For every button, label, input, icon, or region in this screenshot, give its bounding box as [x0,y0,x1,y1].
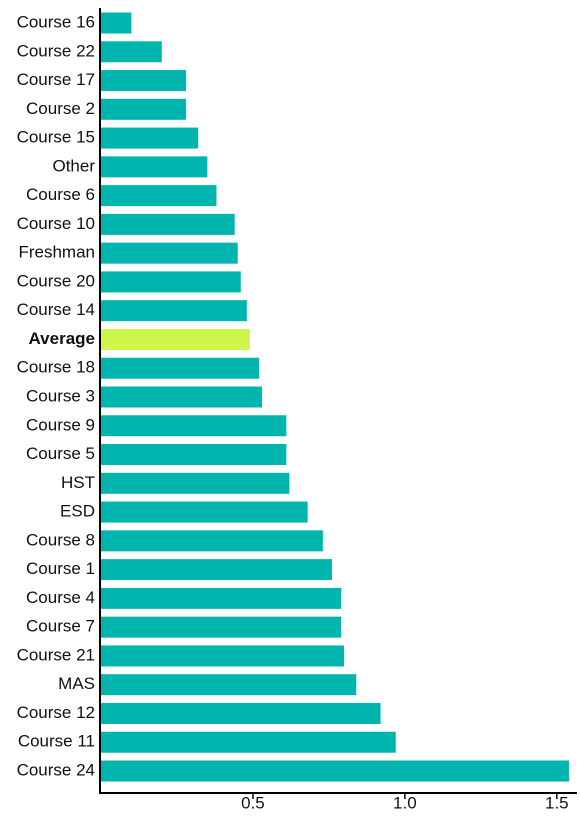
bar [101,185,217,207]
y-tick-label: Freshman [18,243,95,262]
bar [101,674,357,696]
y-tick-label: Course 1 [26,559,95,578]
bar [101,645,345,667]
y-tick-label: Course 20 [17,271,95,290]
y-tick-label: Course 15 [17,128,95,147]
x-tick-label: 1.0 [393,793,417,812]
y-tick-label: Course 8 [26,530,95,549]
bar [101,127,199,149]
bar [101,616,342,638]
bar [101,41,162,63]
bar [101,559,332,581]
bar [101,271,241,293]
x-tick-label: 0.5 [241,793,265,812]
y-tick-label: Course 10 [17,214,95,233]
y-tick-label: Course 14 [17,300,95,319]
y-tick-label: MAS [58,674,95,693]
bar [101,156,208,178]
bar [101,386,263,408]
y-tick-label: Course 6 [26,185,95,204]
y-tick-label: ESD [60,502,95,521]
y-tick-label: HST [61,473,95,492]
bar [101,70,187,92]
bar [101,357,260,379]
y-tick-label: Course 22 [17,41,95,60]
y-tick-label: Course 16 [17,12,95,31]
y-tick-label: Average [29,329,95,348]
x-tick-label: 1.5 [545,793,569,812]
y-tick-label: Course 18 [17,358,95,377]
bar [101,444,287,466]
bar [101,12,132,34]
y-tick-label: Other [52,156,95,175]
y-tick-label: Course 5 [26,444,95,463]
y-tick-label: Course 4 [26,588,95,607]
bar [101,300,247,322]
y-tick-label: Course 7 [26,617,95,636]
bar [101,501,308,523]
y-tick-label: Course 24 [17,760,95,779]
bar [101,587,342,609]
bar [101,530,323,552]
bar [101,731,396,753]
y-tick-label: Course 17 [17,70,95,89]
y-tick-label: Course 3 [26,386,95,405]
bar [101,472,290,494]
bar [101,760,569,782]
y-tick-label: Course 11 [18,732,95,751]
bar [101,702,381,724]
y-tick-label: Course 9 [26,415,95,434]
bar [101,213,235,235]
y-tick-label: Course 2 [26,99,95,118]
bar [101,415,287,437]
bar [101,328,250,350]
bar [101,98,187,120]
bar [101,242,238,264]
y-tick-label: Course 21 [17,645,95,664]
y-tick-label: Course 12 [17,703,95,722]
